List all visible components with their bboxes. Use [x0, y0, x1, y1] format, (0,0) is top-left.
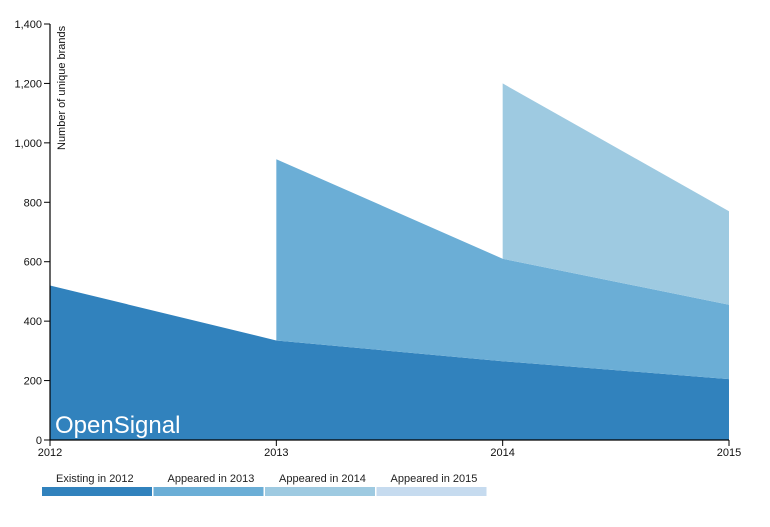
x-tick-label: 2013: [264, 447, 288, 459]
area-existing-in-2012: [50, 285, 729, 440]
legend-label: Appeared in 2014: [279, 473, 366, 485]
y-tick-label: 1,000: [14, 138, 42, 150]
area-appeared-in-2013: [276, 159, 729, 380]
y-tick-label: 1,400: [14, 19, 42, 31]
logo-text-signal: Signal: [114, 412, 181, 439]
area-layer: [50, 83, 729, 440]
y-tick-label: 0: [36, 435, 42, 447]
legend-item: Existing in 2012: [42, 473, 152, 496]
legend-swatch: [42, 487, 152, 496]
y-tick-label: 800: [24, 197, 42, 209]
legend-label: Existing in 2012: [56, 473, 134, 485]
legend-swatch: [376, 487, 487, 496]
y-tick-label: 1,200: [14, 78, 42, 90]
x-tick-label: 2014: [490, 447, 514, 459]
x-tick-label: 2012: [38, 447, 62, 459]
y-tick-label: 400: [24, 316, 42, 328]
legend-swatch: [265, 487, 375, 496]
logo-text-open: Open: [55, 412, 114, 439]
y-tick-label: 200: [24, 376, 42, 388]
y-tick-label: 600: [24, 257, 42, 269]
legend-label: Appeared in 2015: [391, 473, 478, 485]
legend: Existing in 2012 Appeared in 2013 Appeared…: [42, 473, 487, 496]
legend-item: Appeared in 2014: [265, 473, 375, 496]
x-axis: 2012 2013 2014 2015: [38, 439, 741, 459]
area-appeared-in-2014: [502, 83, 729, 305]
x-tick-label: 2015: [717, 447, 741, 459]
legend-label: Appeared in 2013: [168, 473, 255, 485]
y-axis-title: Number of unique brands: [56, 25, 68, 150]
legend-item: Appeared in 2013: [153, 473, 264, 496]
legend-swatch: [153, 487, 264, 496]
legend-item: Appeared in 2015: [376, 473, 487, 496]
opensignal-logo: OpenSignal: [55, 412, 180, 439]
y-axis: 0 200 400 600 800 1,000 1,200 1,400: [14, 19, 51, 447]
